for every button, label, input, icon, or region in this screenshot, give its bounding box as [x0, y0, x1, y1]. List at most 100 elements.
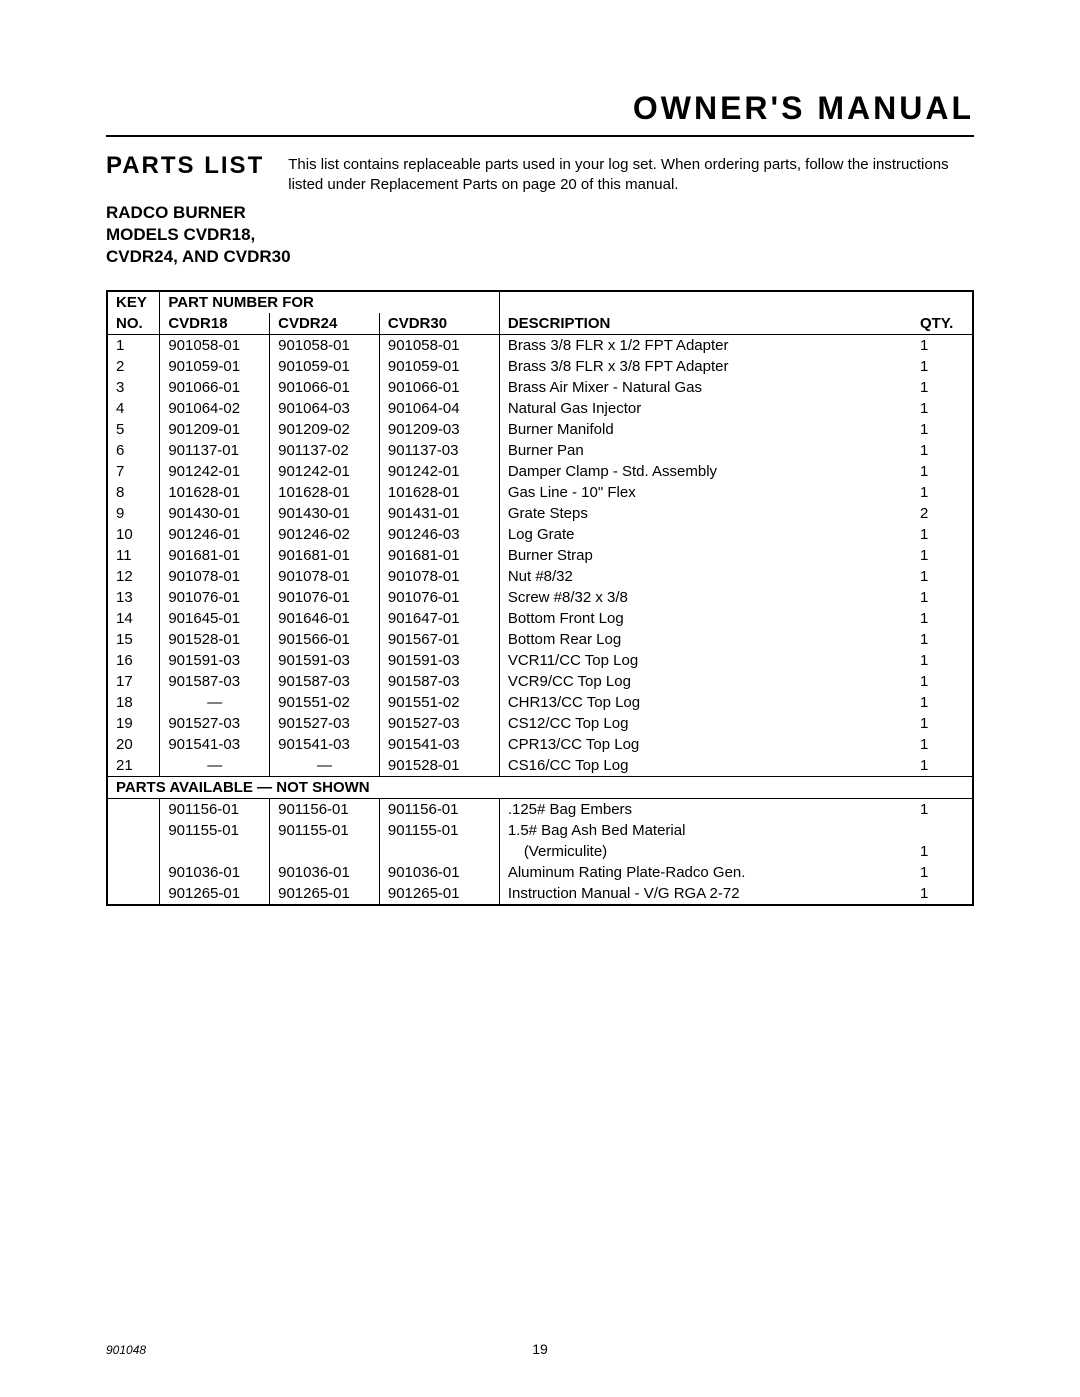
cell-c24: 901036-01	[270, 862, 380, 883]
cell-c24: 901430-01	[270, 503, 380, 524]
page-footer: 901048 19	[106, 1343, 974, 1357]
table-row: 13901076-01901076-01901076-01Screw #8/32…	[107, 587, 973, 608]
table-row: 17901587-03901587-03901587-03VCR9/CC Top…	[107, 671, 973, 692]
parts-table-body: 1901058-01901058-01901058-01Brass 3/8 FL…	[107, 334, 973, 776]
cell-c30: 901066-01	[379, 377, 499, 398]
cell-qty: 1	[912, 524, 973, 545]
cell-key: 20	[107, 734, 160, 755]
page: OWNER'S MANUAL PARTS LIST This list cont…	[0, 0, 1080, 1397]
cell-c24: 901242-01	[270, 461, 380, 482]
cell-desc: Burner Manifold	[499, 419, 912, 440]
cell-qty	[912, 820, 973, 841]
cell-qty: 1	[912, 713, 973, 734]
cell-qty: 1	[912, 545, 973, 566]
cell-c24: 901591-03	[270, 650, 380, 671]
cell-c30: 901076-01	[379, 587, 499, 608]
cell-qty: 1	[912, 419, 973, 440]
cell-desc: VCR9/CC Top Log	[499, 671, 912, 692]
cell-desc: CHR13/CC Top Log	[499, 692, 912, 713]
cell-c18: 901058-01	[160, 334, 270, 356]
cell-key: 15	[107, 629, 160, 650]
cell-qty: 1	[912, 883, 973, 905]
cell-c18: 901155-01	[160, 820, 270, 841]
cell-c24: 901155-01	[270, 820, 380, 841]
cell-key	[107, 841, 160, 862]
cell-desc: .125# Bag Embers	[499, 798, 912, 820]
cell-desc: VCR11/CC Top Log	[499, 650, 912, 671]
th-cvdr30: CVDR30	[379, 313, 499, 335]
cell-key: 3	[107, 377, 160, 398]
document-title: OWNER'S MANUAL	[106, 90, 974, 127]
cell-c24: 901566-01	[270, 629, 380, 650]
model-subhead: RADCO BURNERMODELS CVDR18,CVDR24, AND CV…	[106, 202, 974, 268]
cell-c30: 101628-01	[379, 482, 499, 503]
cell-desc: Gas Line - 10" Flex	[499, 482, 912, 503]
cell-c24: 901527-03	[270, 713, 380, 734]
cell-key: 11	[107, 545, 160, 566]
cell-desc: Aluminum Rating Plate-Radco Gen.	[499, 862, 912, 883]
cell-qty: 1	[912, 755, 973, 777]
cell-c30: 901155-01	[379, 820, 499, 841]
cell-key: 6	[107, 440, 160, 461]
table-row: 20901541-03901541-03901541-03CPR13/CC To…	[107, 734, 973, 755]
cell-desc: Burner Pan	[499, 440, 912, 461]
cell-c30: 901681-01	[379, 545, 499, 566]
table-row: 18—901551-02901551-02CHR13/CC Top Log1	[107, 692, 973, 713]
cell-c30: 901137-03	[379, 440, 499, 461]
table-row: 5901209-01901209-02901209-03Burner Manif…	[107, 419, 973, 440]
cell-desc: Brass 3/8 FLR x 3/8 FPT Adapter	[499, 356, 912, 377]
cell-qty: 1	[912, 650, 973, 671]
cell-desc: Brass 3/8 FLR x 1/2 FPT Adapter	[499, 334, 912, 356]
cell-c30: 901246-03	[379, 524, 499, 545]
cell-key: 1	[107, 334, 160, 356]
cell-qty: 2	[912, 503, 973, 524]
cell-c30: 901431-01	[379, 503, 499, 524]
cell-desc: Nut #8/32	[499, 566, 912, 587]
cell-c18: 901541-03	[160, 734, 270, 755]
cell-c24: 901265-01	[270, 883, 380, 905]
cell-key	[107, 798, 160, 820]
cell-c18: 901645-01	[160, 608, 270, 629]
cell-c18: 901527-03	[160, 713, 270, 734]
table-row: 3901066-01901066-01901066-01Brass Air Mi…	[107, 377, 973, 398]
th-cvdr24: CVDR24	[270, 313, 380, 335]
th-no: NO.	[107, 313, 160, 335]
cell-desc: CS16/CC Top Log	[499, 755, 912, 777]
table-row: (Vermiculite)1	[107, 841, 973, 862]
cell-c18: 101628-01	[160, 482, 270, 503]
cell-c18: 901078-01	[160, 566, 270, 587]
cell-qty: 1	[912, 334, 973, 356]
cell-c24: 901681-01	[270, 545, 380, 566]
cell-c24: 901551-02	[270, 692, 380, 713]
cell-key: 14	[107, 608, 160, 629]
th-qty: QTY.	[912, 313, 973, 335]
table-row: 12901078-01901078-01901078-01Nut #8/321	[107, 566, 973, 587]
cell-c30: 901064-04	[379, 398, 499, 419]
cell-c30	[379, 841, 499, 862]
cell-c18: 901066-01	[160, 377, 270, 398]
cell-c24: 901078-01	[270, 566, 380, 587]
cell-key: 4	[107, 398, 160, 419]
cell-desc: 1.5# Bag Ash Bed Material	[499, 820, 912, 841]
table-row: 16901591-03901591-03901591-03VCR11/CC To…	[107, 650, 973, 671]
cell-desc: Bottom Front Log	[499, 608, 912, 629]
cell-c24: 901059-01	[270, 356, 380, 377]
table-row: 1901058-01901058-01901058-01Brass 3/8 FL…	[107, 334, 973, 356]
cell-key: 16	[107, 650, 160, 671]
section-divider-row: PARTS AVAILABLE — NOT SHOWN	[107, 776, 973, 798]
table-row: 901155-01901155-01901155-011.5# Bag Ash …	[107, 820, 973, 841]
cell-c18: 901036-01	[160, 862, 270, 883]
cell-c18: 901681-01	[160, 545, 270, 566]
cell-c30: 901541-03	[379, 734, 499, 755]
cell-c24: 901156-01	[270, 798, 380, 820]
intro-row: PARTS LIST This list contains replaceabl…	[106, 151, 974, 196]
cell-c24: 901246-02	[270, 524, 380, 545]
th-qty-spacer	[912, 291, 973, 313]
th-partnumber-for: PART NUMBER FOR	[160, 291, 499, 313]
table-row: 901156-01901156-01901156-01.125# Bag Emb…	[107, 798, 973, 820]
cell-desc: Instruction Manual - V/G RGA 2-72	[499, 883, 912, 905]
cell-c18: 901064-02	[160, 398, 270, 419]
cell-c24: 901137-02	[270, 440, 380, 461]
cell-c24: 901058-01	[270, 334, 380, 356]
cell-c30: 901551-02	[379, 692, 499, 713]
